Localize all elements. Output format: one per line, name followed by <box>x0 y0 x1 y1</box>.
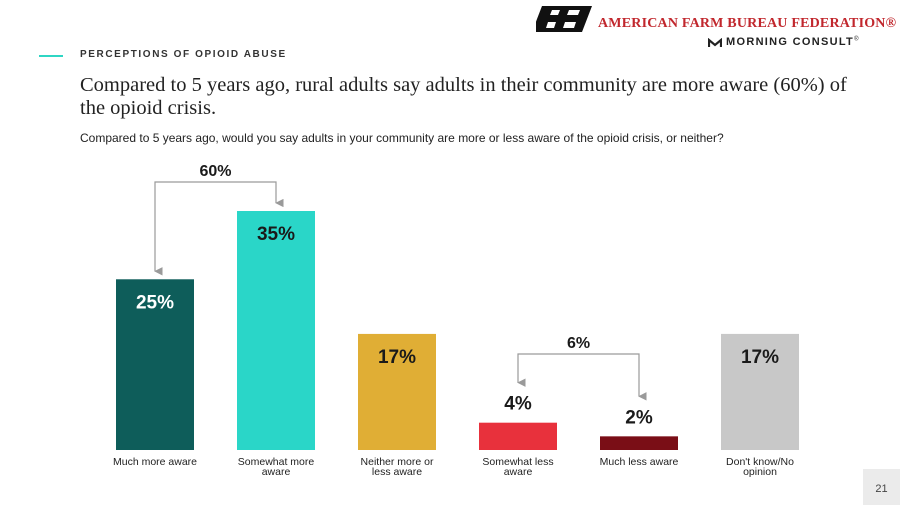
category-label-4: Somewhat less aware <box>482 456 553 478</box>
bar-value-label-5: 2% <box>625 407 653 428</box>
category-label-line: Somewhat more <box>238 456 315 468</box>
category-label-2: Somewhat more aware <box>238 456 315 478</box>
bar-value-label-6: 17% <box>741 347 779 368</box>
category-label-6: Don't know/No opinion <box>726 456 794 478</box>
afbf-wordmark: AMERICAN FARM BUREAU FEDERATION® <box>598 16 897 31</box>
bar-value-label-2: 35% <box>257 224 295 245</box>
section-accent-line <box>39 55 63 57</box>
bar-1 <box>116 279 194 450</box>
morning-consult-name: MORNING CONSULT <box>726 36 855 48</box>
bar-5 <box>600 436 678 450</box>
afbf-logo: AMERICAN FARM BUREAU FEDERATION® <box>536 6 896 32</box>
morning-consult-wordmark: MORNING CONSULT® <box>726 36 859 48</box>
category-label-line: Much less aware <box>600 456 679 468</box>
category-label-3: Neither more or less aware <box>361 456 434 478</box>
page-title: Compared to 5 years ago, rural adults sa… <box>80 74 847 119</box>
grouping-total-label-1: 60% <box>199 163 231 180</box>
grouping-bracket-2 <box>517 353 647 401</box>
farm-bureau-fb-logo-icon <box>536 6 592 32</box>
category-label-5: Much less aware <box>600 456 679 468</box>
bar-value-label-1: 25% <box>136 292 174 313</box>
category-label-line: Neither more or <box>361 456 434 468</box>
grouping-bracket-1 <box>154 181 284 276</box>
category-label-line: Much more aware <box>113 456 197 468</box>
section-label: PERCEPTIONS OF OPIOID ABUSE <box>80 49 287 60</box>
category-label-1: Much more aware <box>113 456 197 468</box>
morning-consult-m-icon <box>708 38 722 47</box>
category-label-line: aware <box>262 466 291 478</box>
bar-6 <box>721 333 799 450</box>
category-label-line: less aware <box>372 466 422 478</box>
bar-3 <box>358 333 436 450</box>
category-label-line: opinion <box>743 466 777 478</box>
bar-2 <box>237 211 315 450</box>
bar-value-label-3: 17% <box>378 347 416 368</box>
morning-consult-trademark: ® <box>854 36 859 43</box>
category-label-line: aware <box>504 466 533 478</box>
morning-consult-logo: MORNING CONSULT® <box>708 36 868 50</box>
bar-4 <box>479 422 557 450</box>
page-number: 21 <box>863 469 900 505</box>
survey-question: Compared to 5 years ago, would you say a… <box>80 131 724 145</box>
grouping-total-label-2: 6% <box>567 335 590 352</box>
category-label-line: Don't know/No <box>726 456 794 468</box>
bar-value-label-4: 4% <box>504 394 532 415</box>
category-label-line: Somewhat less <box>482 456 553 468</box>
